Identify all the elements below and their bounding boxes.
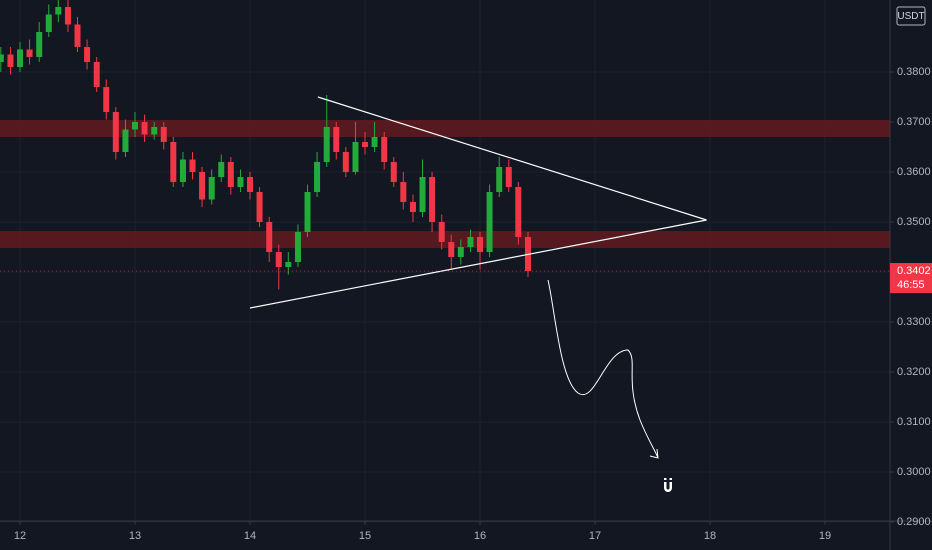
candle-body bbox=[362, 142, 369, 147]
candle-body bbox=[218, 162, 225, 177]
candle-body bbox=[352, 142, 359, 172]
zone bbox=[0, 231, 890, 248]
candle-body bbox=[381, 137, 388, 162]
magnet-icon bbox=[664, 478, 672, 492]
candle-body bbox=[314, 162, 321, 192]
candle-body bbox=[189, 159, 196, 172]
candle-body bbox=[112, 112, 119, 152]
candle-body bbox=[438, 222, 445, 242]
candle-body bbox=[237, 177, 244, 187]
candle-body bbox=[467, 237, 474, 247]
x-tick-label: 19 bbox=[819, 530, 831, 542]
candle-body bbox=[486, 192, 493, 252]
candle-body bbox=[227, 162, 234, 187]
trendline bbox=[249, 219, 707, 309]
candle-body bbox=[45, 14, 52, 32]
x-tick-label: 15 bbox=[359, 530, 371, 542]
candle-body bbox=[179, 159, 186, 182]
candle-body bbox=[342, 152, 349, 172]
candle-body bbox=[496, 167, 503, 192]
candle-body bbox=[409, 202, 416, 212]
last-price-box bbox=[890, 263, 932, 293]
y-tick-label: 0.3800 bbox=[897, 66, 931, 78]
countdown-label: 46:55 bbox=[897, 279, 925, 291]
candle-body bbox=[74, 24, 81, 47]
candle-body bbox=[304, 192, 311, 232]
candle-body bbox=[429, 177, 436, 222]
candle-body bbox=[122, 129, 129, 152]
currency-label: USDT bbox=[897, 11, 924, 22]
x-tick-label: 16 bbox=[474, 530, 486, 542]
candle-body bbox=[64, 7, 71, 25]
x-tick-label: 18 bbox=[704, 530, 716, 542]
candle-body bbox=[0, 54, 4, 62]
y-tick-label: 0.2900 bbox=[897, 516, 931, 528]
candle-body bbox=[477, 237, 484, 252]
candle-body bbox=[333, 127, 340, 152]
plot bbox=[0, 0, 890, 523]
y-tick-label: 0.3000 bbox=[897, 466, 931, 478]
candle-body bbox=[294, 232, 301, 262]
candle-body bbox=[275, 252, 282, 267]
x-tick-label: 14 bbox=[244, 530, 256, 542]
candle-body bbox=[141, 122, 148, 135]
candle-body bbox=[208, 177, 215, 200]
candle-body bbox=[36, 32, 43, 57]
candle-body bbox=[448, 242, 455, 257]
drawn-arrow bbox=[547, 279, 659, 459]
candle-body bbox=[390, 162, 397, 182]
candle-body bbox=[199, 172, 206, 200]
candle-body bbox=[247, 177, 254, 192]
candle-body bbox=[505, 167, 512, 187]
candle-body bbox=[17, 49, 24, 67]
candle-body bbox=[7, 54, 14, 67]
y-tick-label: 0.3500 bbox=[897, 216, 931, 228]
y-tick-label: 0.3200 bbox=[897, 366, 931, 378]
candle-body bbox=[515, 187, 522, 237]
x-tick-label: 13 bbox=[129, 530, 141, 542]
candle-body bbox=[55, 7, 62, 15]
candle-body bbox=[151, 127, 158, 135]
candle-body bbox=[103, 87, 110, 112]
trendline bbox=[317, 96, 707, 221]
y-tick-label: 0.3600 bbox=[897, 166, 931, 178]
candle-body bbox=[84, 47, 91, 62]
x-tick-label: 17 bbox=[589, 530, 601, 542]
x-tick-label: 12 bbox=[14, 530, 26, 542]
candle-body bbox=[132, 122, 139, 130]
candle-body bbox=[323, 127, 330, 162]
y-tick-label: 0.3100 bbox=[897, 416, 931, 428]
candle-body bbox=[419, 177, 426, 212]
candle-body bbox=[400, 182, 407, 202]
last-price-label: 0.3402 bbox=[897, 265, 931, 277]
candle-body bbox=[371, 137, 378, 147]
candle-body bbox=[93, 62, 100, 87]
y-tick-label: 0.3300 bbox=[897, 316, 931, 328]
candle-body bbox=[285, 262, 292, 267]
candle-body bbox=[256, 192, 263, 222]
candle-body bbox=[170, 142, 177, 182]
candle-body bbox=[160, 127, 167, 142]
zone bbox=[0, 120, 890, 137]
candle-body bbox=[266, 222, 273, 252]
candle-body bbox=[457, 247, 464, 257]
candle-body bbox=[26, 49, 33, 57]
currency-box bbox=[896, 6, 926, 26]
y-tick-label: 0.3700 bbox=[897, 116, 931, 128]
